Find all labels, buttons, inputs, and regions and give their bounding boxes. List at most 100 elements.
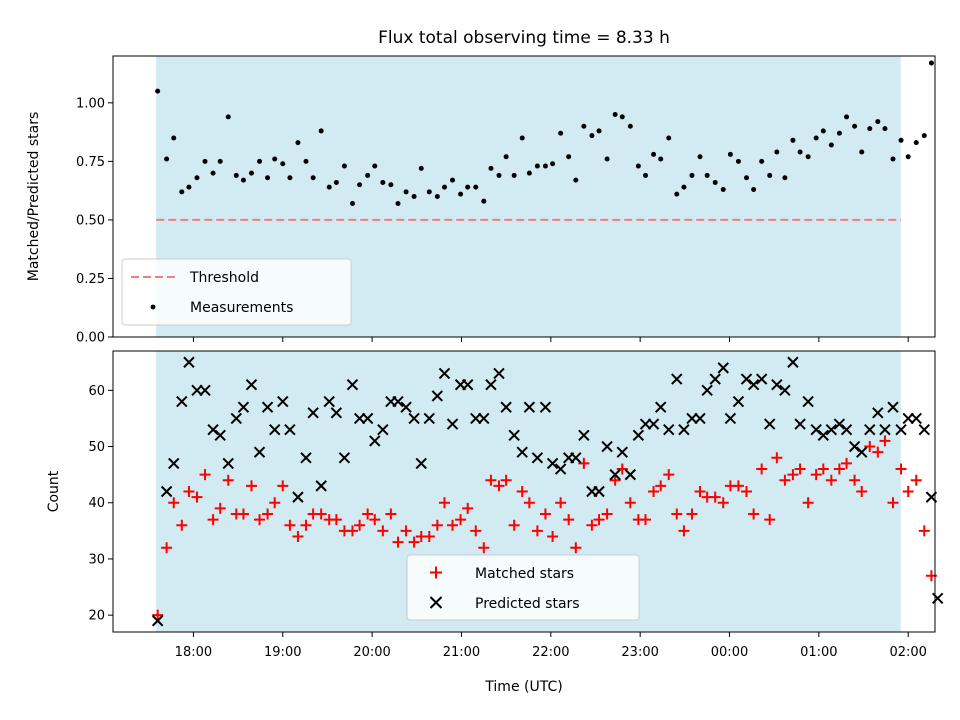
predicted-star-point	[771, 379, 783, 391]
matched-star-point	[756, 463, 768, 475]
predicted-star-point	[516, 446, 528, 458]
measurement-point	[651, 151, 657, 157]
predicted-star-point	[787, 356, 799, 368]
predicted-star-point	[802, 395, 814, 408]
matched-star-point	[277, 480, 289, 492]
matched-star-point	[547, 530, 559, 542]
matched-star-point	[810, 469, 822, 481]
predicted-star-point	[678, 423, 690, 436]
matched-star-point	[764, 514, 776, 526]
matched-star-point	[717, 497, 729, 509]
matched-star-point	[918, 525, 930, 537]
measurement-point	[604, 156, 610, 162]
matched-star-point	[330, 514, 342, 526]
bottom-legend-box	[406, 554, 640, 621]
x-tick-label: 00:00	[711, 645, 748, 660]
predicted-star-point	[438, 367, 451, 380]
measurement-point	[534, 163, 540, 169]
measurement-point	[558, 130, 564, 136]
matched-star-point	[438, 497, 450, 509]
predicted-star-point	[654, 401, 667, 413]
measurement-point	[210, 170, 216, 176]
predicted-star-point	[400, 401, 412, 413]
predicted-star-point	[931, 592, 944, 604]
predicted-star-point	[864, 423, 876, 436]
predicted-star-point	[747, 379, 760, 391]
matched-star-point	[531, 525, 543, 537]
matched-star-point	[593, 514, 605, 526]
matched-star-point	[362, 508, 374, 520]
predicted-star-point	[701, 384, 713, 397]
measurement-point	[171, 135, 177, 141]
predicted-star-point	[632, 429, 645, 442]
matched-star-point	[570, 542, 582, 554]
matched-star-point	[539, 508, 551, 520]
predicted-star-point	[570, 452, 582, 464]
predicted-star-point	[423, 412, 435, 425]
predicted-star-point	[523, 401, 536, 413]
measurement-point	[526, 170, 532, 176]
measurement-point	[852, 123, 858, 129]
measurement-point	[357, 182, 363, 188]
measurement-point	[503, 154, 509, 160]
measurement-point	[295, 140, 301, 146]
predicted-star-point	[392, 395, 404, 408]
matched-star-point	[879, 435, 891, 447]
matched-star-point	[292, 530, 304, 542]
measurement-point	[859, 149, 865, 155]
bottom-y-axis-label: Count	[46, 470, 62, 512]
predicted-stars-points	[151, 356, 944, 627]
predicted-star-point	[779, 384, 791, 397]
measurement-point	[372, 163, 378, 169]
matched-star-point	[740, 486, 752, 497]
measurement-point	[481, 198, 487, 204]
chart-title: Flux total observing time = 8.33 h	[378, 28, 670, 48]
matched-star-point	[199, 469, 211, 481]
measurement-point	[905, 154, 911, 160]
top-panel: 0.00 0.25 0.50 0.75 1.00 Matched/Predicted s…	[26, 55, 936, 346]
matched-star-point	[648, 486, 660, 497]
predicted-star-point	[338, 452, 351, 464]
measurement-point	[581, 123, 587, 129]
predicted-star-point	[755, 373, 768, 385]
matched-star-point	[601, 508, 613, 520]
measurement-point	[704, 172, 710, 178]
matched-star-point	[671, 508, 683, 520]
measurement-point	[164, 156, 170, 162]
matched-star-point	[771, 452, 783, 464]
matched-star-point	[377, 525, 389, 537]
matched-star-point	[478, 542, 490, 554]
measurement-point	[458, 191, 464, 197]
measurement-point	[898, 137, 904, 143]
predicted-star-point	[222, 457, 234, 470]
predicted-star-point	[160, 485, 173, 498]
measurement-point	[828, 142, 834, 148]
matched-star-point	[802, 497, 814, 509]
matched-star-point	[493, 480, 505, 492]
predicted-star-point	[284, 423, 296, 436]
predicted-star-point	[810, 423, 822, 436]
predicted-star-point	[724, 412, 737, 425]
predicted-star-point	[315, 480, 327, 492]
measurement-point	[674, 191, 680, 197]
measurement-point	[596, 128, 602, 134]
measurement-point	[395, 201, 401, 207]
measurement-point	[666, 135, 672, 141]
matched-star-point	[841, 457, 853, 469]
matched-star-point	[902, 486, 914, 497]
predicted-star-point	[361, 412, 374, 425]
predicted-star-point	[601, 440, 613, 453]
matched-star-point	[462, 502, 474, 514]
measurement-point	[782, 175, 788, 181]
predicted-star-point	[408, 412, 420, 425]
y-tick-label: 0.00	[76, 331, 105, 346]
matched-star-point	[385, 508, 397, 520]
matched-star-point	[817, 463, 829, 475]
predicted-star-point	[199, 384, 211, 397]
top-axes-frame	[112, 55, 936, 338]
predicted-star-point	[609, 468, 621, 481]
matched-star-point	[423, 530, 435, 542]
predicted-star-point	[763, 418, 776, 430]
measurement-point	[473, 184, 479, 190]
